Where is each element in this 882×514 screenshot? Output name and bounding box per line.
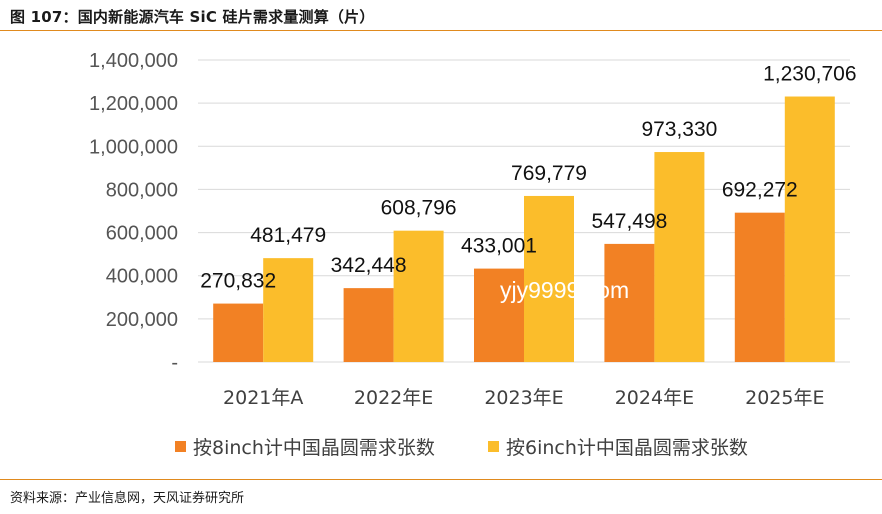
bar-8inch <box>604 243 655 362</box>
legend-label: 按6inch计中国晶圆需求张数 <box>506 437 748 459</box>
bar-6inch <box>654 152 705 362</box>
y-tick-label: 1,000,000 <box>89 136 178 158</box>
figure-title: 图 107：国内新能源汽车 SiC 硅片需求量测算（片） <box>10 8 375 26</box>
data-label: 973,330 <box>641 118 717 141</box>
x-axis-categories: 2021年A 2022年E 2023年E 2024年E 2025年E <box>223 387 824 409</box>
bar-6inch <box>784 96 835 362</box>
y-tick-label: 600,000 <box>106 223 178 245</box>
bars <box>213 96 835 362</box>
x-category-label: 2021年A <box>223 387 303 409</box>
data-label: 270,832 <box>200 270 276 293</box>
data-label: 547,498 <box>591 210 667 233</box>
data-label: 342,448 <box>331 254 407 277</box>
data-label: 433,001 <box>461 235 537 258</box>
bar-8inch <box>213 303 264 362</box>
legend-label: 按8inch计中国晶圆需求张数 <box>193 437 435 459</box>
legend-swatch <box>488 441 499 452</box>
bar-6inch <box>393 230 444 362</box>
y-tick-label: 1,400,000 <box>89 50 178 72</box>
y-tick-label: 1,200,000 <box>89 93 178 115</box>
data-label: 481,479 <box>250 224 326 247</box>
watermark-text: yjy9999.com <box>500 277 629 303</box>
bar-8inch <box>474 268 524 362</box>
y-tick-label: 200,000 <box>106 309 178 331</box>
bar-8inch <box>343 288 394 362</box>
data-label: 769,779 <box>511 162 587 185</box>
x-category-label: 2025年E <box>745 387 824 409</box>
source-note: 资料来源：产业信息网，天风证券研究所 <box>10 491 245 506</box>
y-tick-label: 800,000 <box>106 179 178 201</box>
legend-swatch <box>175 441 186 452</box>
x-category-label: 2024年E <box>615 387 694 409</box>
top-rule <box>0 30 882 31</box>
y-axis-ticks: - 200,000 400,000 600,000 800,000 1,000,000 1,… <box>89 50 178 374</box>
bar-6inch <box>263 258 314 362</box>
legend: 按8inch计中国晶圆需求张数 按6inch计中国晶圆需求张数 <box>175 437 748 459</box>
data-label: 692,272 <box>722 179 798 202</box>
x-category-label: 2023年E <box>484 387 563 409</box>
y-tick-label: 400,000 <box>106 266 178 288</box>
bar-6inch <box>524 195 574 362</box>
data-label: 1,230,706 <box>763 63 856 86</box>
bar-8inch <box>734 212 785 362</box>
y-tick-label: - <box>171 352 178 374</box>
data-label: 608,796 <box>381 197 457 220</box>
bottom-rule <box>0 479 882 480</box>
x-category-label: 2022年E <box>354 387 433 409</box>
